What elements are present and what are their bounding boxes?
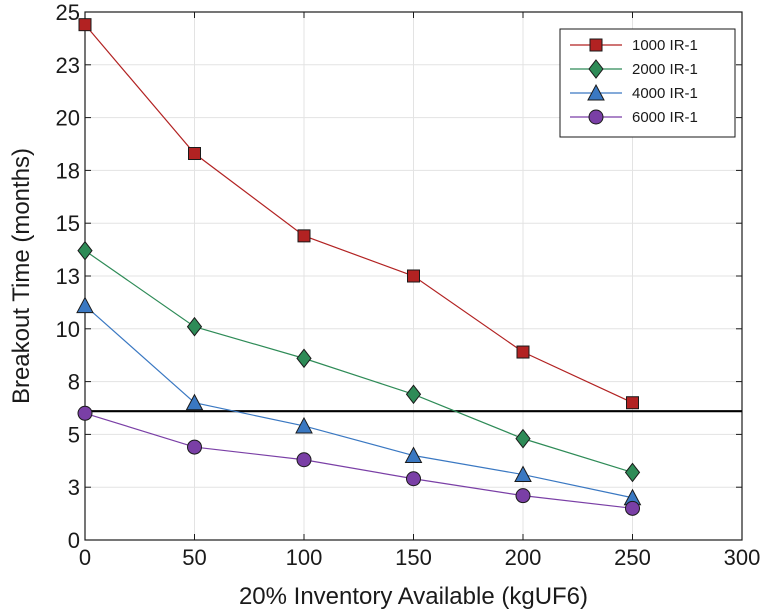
y-tick-label: 8 bbox=[68, 370, 80, 395]
x-tick-label: 0 bbox=[79, 545, 91, 570]
legend-item: 4000 IR-1 bbox=[570, 83, 698, 102]
data-point-circle bbox=[187, 439, 202, 455]
data-point-square bbox=[516, 345, 530, 359]
legend-label: 2000 IR-1 bbox=[632, 61, 698, 78]
data-point-diamond bbox=[186, 316, 203, 337]
data-point-square bbox=[78, 18, 92, 32]
data-point-circle bbox=[515, 488, 531, 504]
series-line bbox=[84, 305, 633, 499]
data-point-square bbox=[297, 229, 311, 243]
data-point-diamond bbox=[296, 348, 312, 369]
legend-item: 1000 IR-1 bbox=[570, 37, 698, 54]
legend-marker-circle bbox=[588, 109, 604, 125]
data-point-circle bbox=[625, 500, 640, 516]
legend-marker-diamond bbox=[588, 59, 604, 79]
x-tick-label: 100 bbox=[286, 545, 323, 570]
x-tick-label: 150 bbox=[395, 545, 432, 570]
data-point-circle bbox=[296, 452, 312, 468]
data-point-diamond bbox=[624, 462, 641, 483]
y-tick-label: 15 bbox=[56, 211, 80, 236]
legend-label: 4000 IR-1 bbox=[632, 85, 698, 102]
data-point-triangle bbox=[295, 416, 313, 434]
x-axis-label: 20% Inventory Available (kgUF6) bbox=[239, 583, 588, 610]
legend-item: 6000 IR-1 bbox=[570, 109, 698, 126]
data-point-triangle bbox=[76, 296, 94, 314]
legend-label: 6000 IR-1 bbox=[632, 109, 698, 126]
x-tick-label: 200 bbox=[505, 545, 542, 570]
data-point-square bbox=[407, 269, 420, 283]
data-point-circle bbox=[406, 471, 421, 487]
legend-label: 1000 IR-1 bbox=[632, 37, 698, 54]
y-tick-label: 23 bbox=[56, 53, 80, 78]
y-tick-label: 5 bbox=[68, 422, 80, 447]
y-tick-label: 20 bbox=[56, 106, 80, 131]
y-tick-label: 13 bbox=[56, 264, 80, 289]
series-2 bbox=[77, 240, 641, 483]
data-point-diamond bbox=[405, 384, 422, 405]
legend: 1000 IR-1 2000 IR-1 4000 IR-1 6000 IR-1 bbox=[559, 28, 736, 138]
y-tick-label: 18 bbox=[56, 158, 80, 183]
data-point-circle bbox=[77, 405, 93, 421]
data-point-triangle bbox=[185, 393, 204, 411]
series-line bbox=[84, 250, 633, 473]
data-point-square bbox=[626, 396, 639, 410]
x-tick-label: 250 bbox=[614, 545, 651, 570]
series-4 bbox=[77, 405, 640, 516]
series-line bbox=[84, 412, 633, 509]
series-line bbox=[84, 24, 633, 404]
data-point-triangle bbox=[514, 465, 532, 483]
data-point-triangle bbox=[404, 446, 423, 464]
x-tick-label: 50 bbox=[182, 545, 206, 570]
y-tick-label: 3 bbox=[68, 475, 80, 500]
data-point-diamond bbox=[77, 240, 93, 261]
series-3 bbox=[76, 296, 642, 506]
y-tick-label: 10 bbox=[56, 317, 80, 342]
legend-item: 2000 IR-1 bbox=[570, 59, 698, 79]
y-tick-label: 25 bbox=[56, 0, 80, 25]
series-1 bbox=[78, 18, 639, 410]
y-axis-label: Breakout Time (months) bbox=[8, 148, 35, 404]
data-point-square bbox=[188, 147, 201, 161]
x-tick-label: 300 bbox=[724, 545, 761, 570]
y-tick-label: 0 bbox=[68, 528, 80, 553]
legend-marker-triangle bbox=[587, 83, 605, 101]
legend-marker-square bbox=[589, 38, 603, 52]
data-point-diamond bbox=[515, 428, 531, 449]
